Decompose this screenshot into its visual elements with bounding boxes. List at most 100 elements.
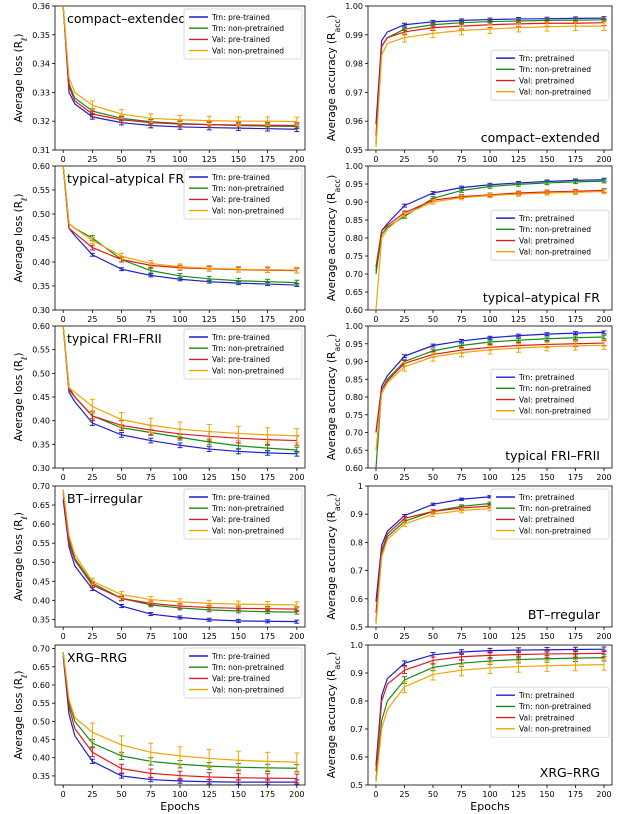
y-axis-label: Average loss (Rℓ) (13, 512, 29, 601)
x-tick-label: 200 (289, 155, 304, 164)
x-tick-label: 175 (260, 632, 275, 641)
legend-label: Val: non-pretrained (212, 366, 284, 375)
y-tick-label: 0.32 (32, 117, 50, 126)
y-tick-label: 0.35 (32, 615, 50, 624)
x-tick-label: 75 (456, 473, 466, 482)
panel-acc-3: 0.60 0.65 0.70 0.75 0.80 0.85 0.90 0.95 1.00 0 25 5… (326, 322, 613, 482)
y-tick-label: 1.0 (350, 641, 363, 650)
y-tick-label: 0.70 (345, 429, 363, 438)
x-tick-label: 150 (231, 632, 246, 641)
legend-box (490, 488, 610, 540)
y-tick-label: 0.60 (32, 520, 50, 529)
x-tick-label: 125 (511, 315, 526, 324)
x-tick-label: 25 (399, 632, 409, 641)
x-tick-label: 25 (87, 632, 97, 641)
y-tick-label: 0.50 (32, 717, 50, 726)
x-tick-label: 25 (399, 155, 409, 164)
x-tick-label: 175 (260, 315, 275, 324)
x-tick-label: 150 (231, 155, 246, 164)
x-tick-label: 50 (428, 632, 438, 641)
x-tick-label: 200 (289, 315, 304, 324)
series-group (62, 489, 300, 624)
y-tick-label: 0.35 (32, 31, 50, 40)
y-tick-label: 0.6 (350, 753, 363, 762)
panel-acc-4: 0.5 0.6 0.7 0.8 0.9 1 0 25 50 75 100 125 150 175 200 Av… (326, 482, 613, 641)
x-tick-label: 100 (482, 790, 497, 799)
y-tick-label: 0.60 (32, 681, 50, 690)
x-tick-label: 200 (596, 632, 611, 641)
legend-label: Val: non-pretrained (519, 88, 591, 97)
legend-label: Trn: pre-trained (211, 13, 270, 22)
legend-label: Trn: pre-trained (211, 173, 270, 182)
x-tick-label: 200 (596, 315, 611, 324)
y-tick-label: 0.95 (345, 180, 363, 189)
y-tick-label: 0.9 (350, 510, 363, 519)
y-tick-label: 0.33 (32, 88, 50, 97)
legend: Trn: pretrained Trn: non-pretrained Val: p… (490, 488, 610, 540)
y-tick-label: 0.60 (345, 306, 363, 315)
legend-label: Trn: non-pretrained (211, 24, 284, 33)
x-tick-label: 150 (539, 790, 554, 799)
legend-label: Val: non-pretrained (212, 685, 284, 694)
x-tick-label: 75 (146, 315, 156, 324)
y-tick-label: 0.35 (32, 440, 50, 449)
y-tick-label: 0.50 (32, 369, 50, 378)
legend-label: Trn: pretrained (518, 54, 574, 63)
legend-box (490, 49, 610, 101)
x-tick-label: 100 (482, 632, 497, 641)
legend-label: Val: pretrained (519, 395, 575, 404)
x-axis-label: Epochs (160, 800, 200, 813)
x-tick-label: 200 (596, 155, 611, 164)
y-tick-label: 0.75 (345, 252, 363, 261)
x-tick-label: 200 (596, 473, 611, 482)
x-tick-label: 0 (61, 315, 66, 324)
legend: Trn: pre-trained Trn: non-pretrained Val: … (183, 8, 303, 60)
legend: Trn: pretrained Trn: non-pretrained Val: p… (490, 686, 610, 738)
y-tick-label: 0.95 (345, 340, 363, 349)
panel-loss-4: 0.35 0.40 0.45 0.50 0.55 0.60 0.65 0.70 0 25 50 75 1… (13, 482, 306, 641)
y-tick-label: 0.55 (32, 699, 50, 708)
legend-label: Trn: non-pretrained (211, 344, 284, 353)
legend-label: Val: non-pretrained (519, 248, 591, 257)
x-tick-label: 150 (231, 790, 246, 799)
x-tick-label: 50 (428, 315, 438, 324)
legend-label: Trn: non-pretrained (518, 702, 591, 711)
y-tick-label: 0.7 (350, 725, 363, 734)
x-tick-label: 125 (202, 790, 217, 799)
y-tick-label: 0.36 (32, 2, 50, 11)
y-axis-label: Average accuracy (Racc) (326, 334, 342, 460)
legend-box (183, 647, 303, 699)
legend-label: Trn: non-pretrained (211, 663, 284, 672)
panel-loss-3: 0.30 0.35 0.40 0.45 0.50 0.55 0.60 0 25 50 75 100 12… (13, 322, 306, 482)
legend-label: Trn: non-pretrained (518, 504, 591, 513)
panel-title: BT–irregular (67, 491, 143, 506)
x-tick-label: 50 (428, 155, 438, 164)
x-tick-label: 75 (456, 315, 466, 324)
x-tick-label: 150 (231, 473, 246, 482)
panel-title: typical FRI–FRII (67, 331, 162, 346)
y-tick-label: 1.00 (345, 322, 363, 331)
y-tick-label: 0.80 (345, 393, 363, 402)
panel-title: typical–atypical FR (67, 171, 184, 186)
x-tick-label: 0 (373, 473, 378, 482)
panel-acc-1: 0.95 0.96 0.97 0.98 0.99 1.00 0 25 50 75 100 125 150… (326, 2, 613, 164)
series-group (375, 330, 607, 468)
legend: Trn: pretrained Trn: non-pretrained Val: p… (490, 209, 610, 261)
panel-acc-2: 0.60 0.65 0.70 0.75 0.80 0.85 0.90 0.95 1.00 0 25 5… (326, 162, 613, 324)
y-tick-label: 0.7 (350, 567, 363, 576)
legend-label: Trn: pre-trained (211, 652, 270, 661)
x-tick-label: 100 (482, 315, 497, 324)
y-tick-label: 0.55 (32, 346, 50, 355)
y-tick-label: 0.90 (345, 198, 363, 207)
legend: Trn: pre-trained Trn: non-pretrained Val: … (183, 328, 303, 380)
x-tick-label: 25 (87, 315, 97, 324)
y-tick-label: 0.50 (32, 558, 50, 567)
y-tick-label: 0.40 (32, 596, 50, 605)
panel-acc-5: 0.5 0.6 0.7 0.8 0.9 1.0 0 25 50 75 100 125 150 175 200… (326, 641, 613, 813)
y-tick-label: 0.70 (32, 482, 50, 491)
y-tick-label: 0.45 (32, 736, 50, 745)
x-tick-label: 75 (456, 632, 466, 641)
x-tick-label: 175 (568, 632, 583, 641)
y-axis-label: Average loss (Rℓ) (13, 671, 29, 760)
x-tick-label: 0 (373, 790, 378, 799)
